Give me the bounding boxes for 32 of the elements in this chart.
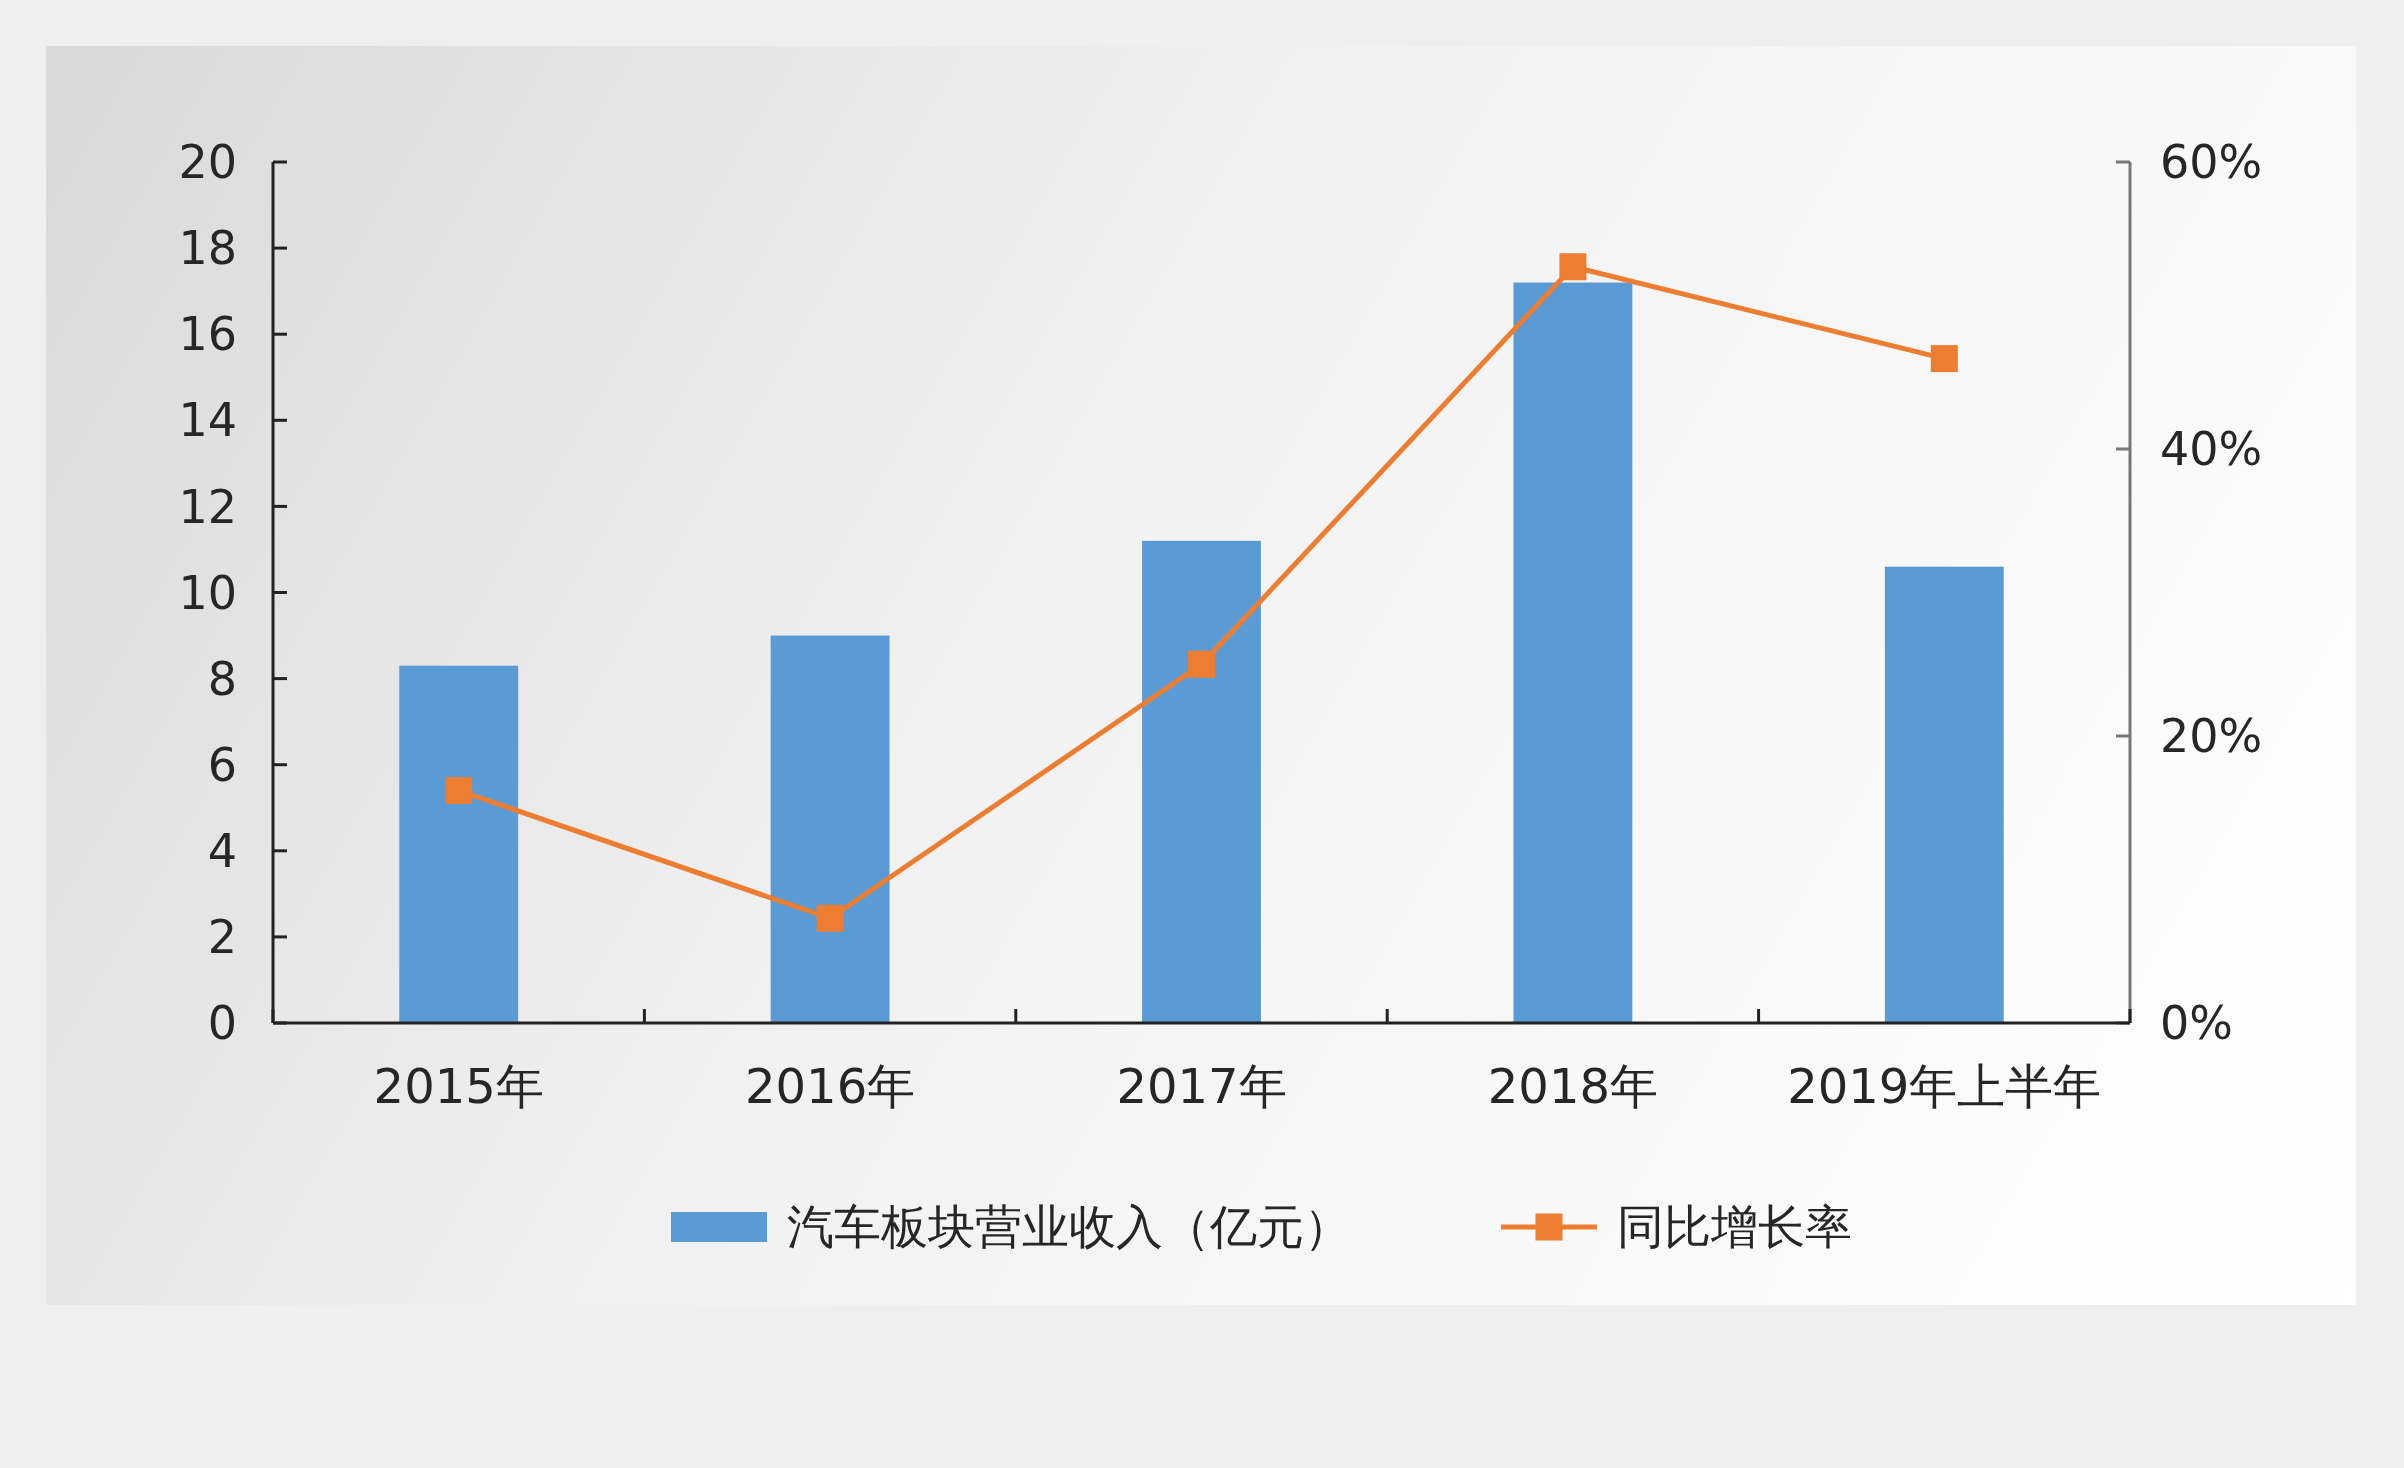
y-tick-label: 14	[178, 393, 237, 448]
y-tick-label: 20	[178, 135, 237, 190]
x-tick-label: 2019年上半年	[1787, 1057, 2102, 1114]
y2-tick-label: 60%	[2160, 135, 2263, 190]
y-tick-label: 0	[207, 996, 237, 1051]
bar	[399, 665, 519, 1023]
y-tick-label: 6	[207, 737, 237, 792]
point	[1188, 650, 1215, 678]
y-tick-label: 8	[207, 651, 237, 706]
point	[816, 904, 844, 932]
y2-tick-label: 20%	[2160, 709, 2263, 764]
y-tick-label: 4	[207, 823, 237, 878]
x-tick-label: 2018年	[1487, 1057, 1658, 1114]
y-tick-label: 10	[178, 565, 237, 620]
y-tick-label: 16	[178, 307, 237, 362]
y-tick-label: 18	[178, 221, 237, 276]
bar	[1142, 540, 1261, 1023]
y2-tick-label: 40%	[2160, 422, 2263, 477]
point	[445, 777, 473, 805]
y-tick-label: 2	[207, 910, 237, 964]
y2-tick-label: 0%	[2160, 996, 2233, 1051]
x-tick-label: 2016年	[745, 1057, 916, 1114]
legend-label: 同比增长率	[1617, 1199, 1852, 1255]
point	[1559, 253, 1587, 281]
x-tick-label: 2017年	[1116, 1057, 1287, 1114]
y-tick-label: 12	[178, 479, 237, 534]
point	[1930, 345, 1958, 373]
legend-label: 汽车板块营业收入（亿元）	[787, 1199, 1351, 1255]
bar	[1513, 282, 1633, 1023]
x-tick-label: 2015年	[373, 1057, 544, 1114]
bar	[770, 635, 890, 1023]
bar	[1884, 566, 2004, 1023]
